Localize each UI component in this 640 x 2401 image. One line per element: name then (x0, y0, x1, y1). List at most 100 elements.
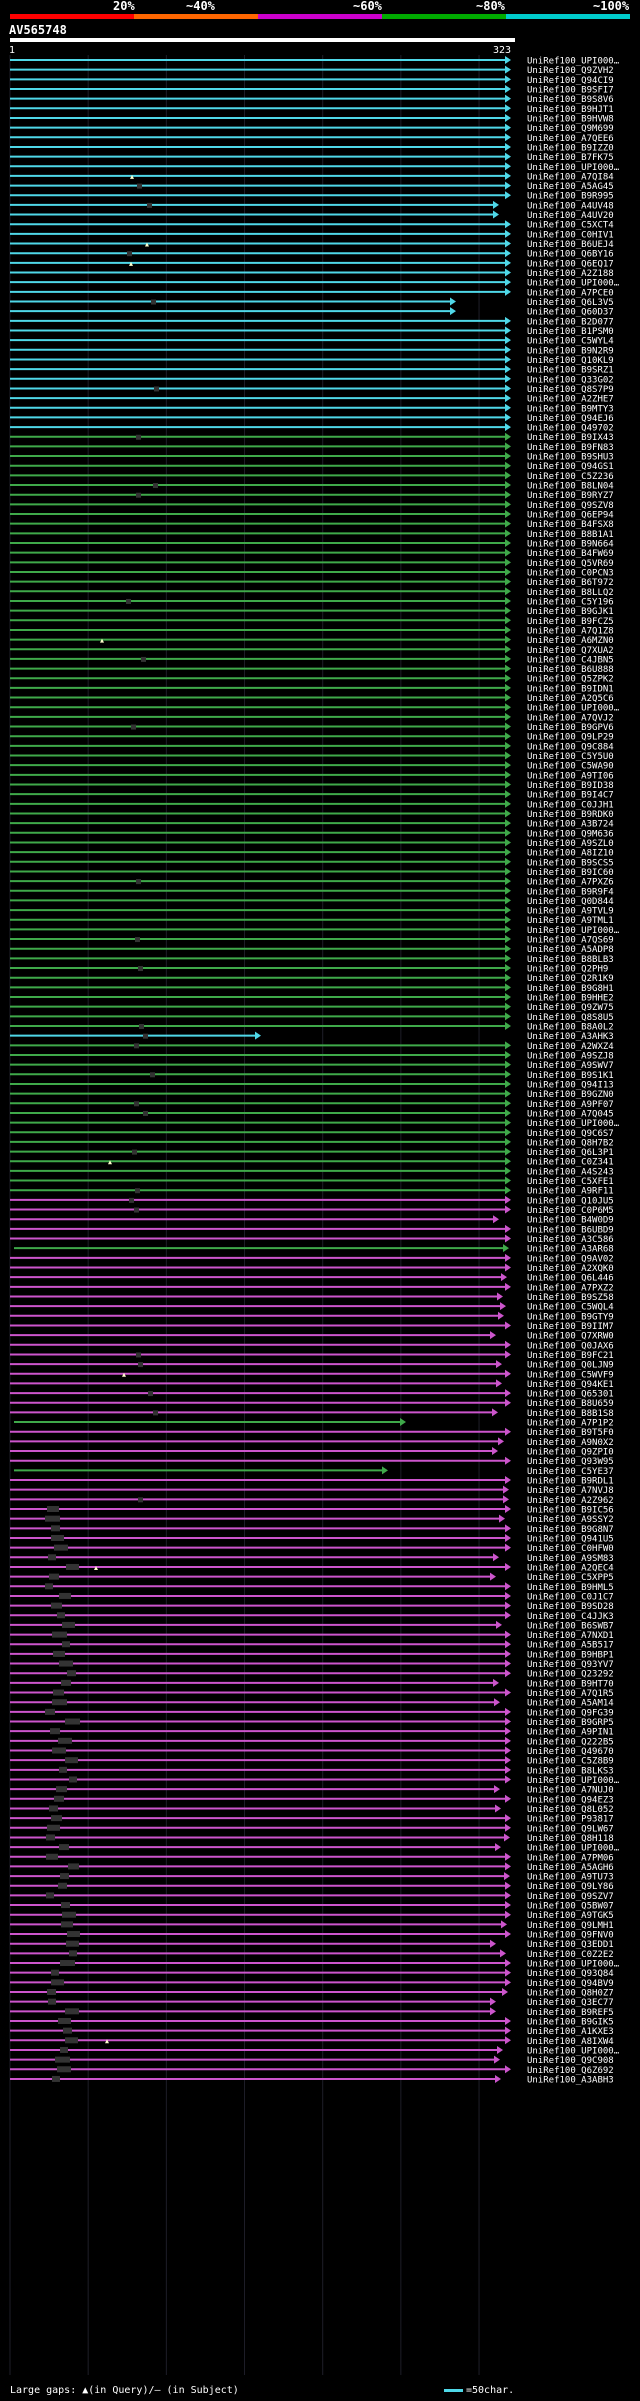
hit-label: UniRef100_B9FC21 (527, 1351, 614, 1361)
hit-label: UniRef100_Q7XRW0 (527, 1332, 614, 1342)
gap-mark (58, 1882, 67, 1889)
hit-label: UniRef100_UPI000… (527, 1119, 620, 1129)
hit-arrow (505, 1543, 511, 1552)
hit-label: UniRef100_A3C586 (527, 1235, 614, 1245)
hit-arrow (505, 1717, 511, 1726)
gap-mark (53, 1650, 65, 1657)
hit-label: UniRef100_B9N664 (527, 540, 614, 550)
hit-arrow (505, 877, 511, 886)
hit-label: UniRef100_A9TU73 (527, 1873, 614, 1883)
pct-label-80: ~80% (476, 0, 505, 13)
hit-arrow (505, 365, 511, 374)
hit-arrow (505, 1649, 511, 1658)
hit-arrow (502, 1988, 508, 1996)
hit-label: UniRef100_B1PSM0 (527, 327, 614, 337)
hit-arrow (501, 1273, 507, 1282)
hit-label: UniRef100_A7P1P2 (527, 1419, 614, 1429)
hit-arrow (505, 1022, 511, 1030)
hit-label: UniRef100_Q9C884 (527, 742, 614, 752)
gap-mark (49, 1805, 58, 1812)
hit-label: UniRef100_Q65301 (527, 1390, 614, 1400)
hit-label: UniRef100_B8B1A1 (527, 530, 614, 540)
hit-arrow (505, 1012, 511, 1021)
identity-scale-segment (258, 14, 382, 19)
hit-label: UniRef100_A7PXZ2 (527, 1283, 614, 1293)
gap-mark (61, 1679, 71, 1686)
hit-arrow (505, 1205, 511, 1214)
hit-label: UniRef100_B2D077 (527, 317, 614, 327)
scale-bar (444, 2389, 463, 2392)
gap-mark (46, 1834, 55, 1841)
hit-arrow (505, 1978, 511, 1987)
gap-mark (134, 1101, 139, 1107)
hit-arrow (505, 635, 511, 644)
hit-label: UniRef100_Q9ZVH2 (527, 66, 614, 76)
hit-arrow (505, 1389, 511, 1398)
hit-label: UniRef100_B9MTY3 (527, 404, 614, 414)
hit-label: UniRef100_B9HBP1 (527, 1650, 614, 1660)
hit-arrow (505, 1736, 511, 1745)
gap-mark (52, 2075, 60, 2082)
hit-arrow (505, 886, 511, 895)
pct-label-40: ~40% (186, 0, 215, 13)
hit-arrow (505, 587, 511, 596)
hit-arrow (505, 1611, 511, 1620)
hit-label: UniRef100_B4FW69 (527, 549, 614, 559)
hit-arrow (495, 2074, 501, 2083)
hit-arrow (505, 2016, 511, 2025)
hit-label: UniRef100_C5XPP5 (527, 1573, 614, 1583)
hit-label: UniRef100_B6U888 (527, 665, 614, 675)
hit-arrow (505, 1128, 511, 1137)
hit-arrow (505, 1079, 511, 1088)
hit-label: UniRef100_Q6BY16 (527, 250, 614, 260)
hit-arrow (505, 500, 511, 509)
hit-arrow (505, 1765, 511, 1774)
hit-label: UniRef100_B8LLQ2 (527, 588, 614, 598)
hit-label: UniRef100_B8BLB3 (527, 955, 614, 965)
gap-mark (60, 1960, 75, 1967)
hit-label: UniRef100_Q9LY86 (527, 1882, 614, 1892)
gap-mark (57, 2066, 71, 2073)
hit-arrow (505, 799, 511, 808)
gap-mark (147, 202, 152, 208)
hit-label: UniRef100_Q2R1K9 (527, 974, 614, 984)
hit-label: UniRef100_Q6EQ17 (527, 259, 614, 269)
hit-arrow (505, 1669, 511, 1678)
hit-arrow (505, 558, 511, 567)
gap-mark (51, 1534, 64, 1541)
hit-label: UniRef100_B9IDN1 (527, 684, 614, 694)
hit-arrow (505, 152, 511, 161)
gap-mark (141, 656, 146, 662)
hit-arrow (505, 973, 511, 982)
hit-arrow (500, 1302, 506, 1311)
gap-mark (67, 1931, 80, 1938)
hit-label: UniRef100_A2Q5C6 (527, 694, 614, 704)
hit-label: UniRef100_Q222B5 (527, 1737, 614, 1747)
hit-label: UniRef100_C5Y196 (527, 597, 614, 607)
hit-arrow (505, 1234, 511, 1243)
hit-label: UniRef100_A9SWV7 (527, 1061, 614, 1071)
hit-label: UniRef100_A9SSY2 (527, 1515, 614, 1525)
hit-arrow (505, 1901, 511, 1910)
pct-label-100: ~100% (593, 0, 630, 13)
hit-label: UniRef100_A3AHK3 (527, 1032, 614, 1042)
hit-arrow (505, 1186, 511, 1195)
hit-arrow (505, 1369, 511, 1378)
gap-mark (48, 1554, 56, 1561)
hit-arrow (505, 828, 511, 837)
hit-label: UniRef100_B9G8H1 (527, 984, 614, 994)
gap-mark (48, 1998, 56, 2005)
hit-label: UniRef100_A5AG45 (527, 182, 614, 192)
hit-arrow (450, 297, 456, 306)
gap-mark (138, 1362, 143, 1368)
hit-arrow (505, 452, 511, 461)
hit-arrow (505, 1756, 511, 1765)
hit-label: UniRef100_Q8L052 (527, 1805, 614, 1815)
hit-arrow (505, 1910, 511, 1919)
hit-arrow (493, 1215, 499, 1224)
hit-arrow (505, 1688, 511, 1697)
hit-arrow (505, 751, 511, 760)
hit-arrow (505, 162, 511, 171)
query-title: AV565748 (9, 23, 67, 37)
hit-arrow (505, 741, 511, 750)
